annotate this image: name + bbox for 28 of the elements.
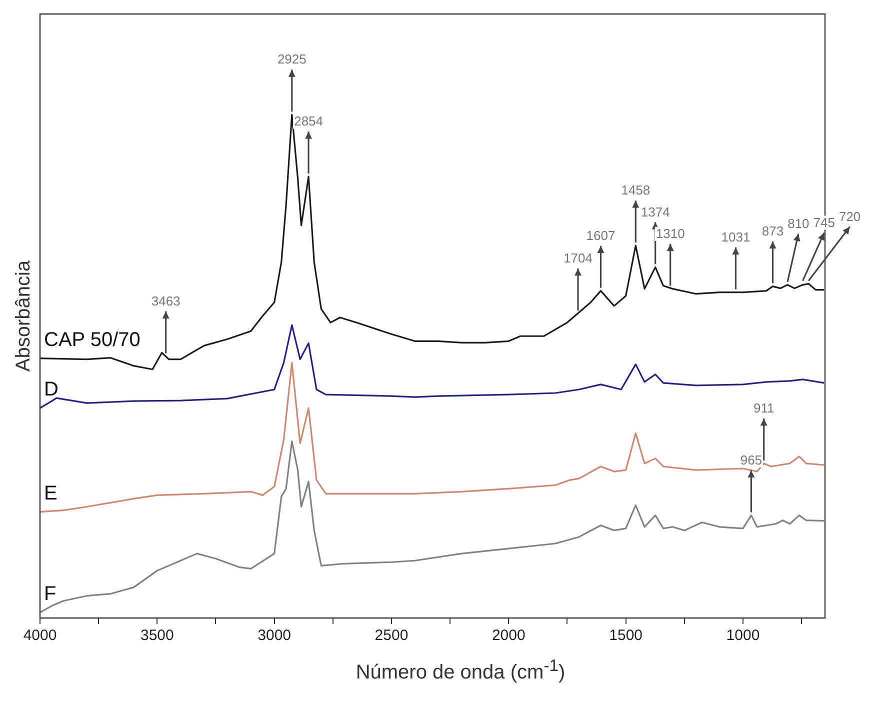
y-axis-title: Absorbância (12, 260, 35, 372)
series-label: D (44, 378, 58, 401)
annotation: 1607 (586, 228, 616, 243)
annotation: 873 (762, 223, 784, 238)
series-label: CAP 50/70 (44, 328, 140, 351)
x-tick-label: 2000 (492, 627, 526, 644)
x-tick-label: 3500 (140, 627, 174, 644)
annotation: 2854 (294, 114, 323, 129)
annotation: 911 (753, 400, 774, 416)
series-label: E (44, 482, 58, 504)
x-tick-label: 2500 (374, 627, 408, 644)
annotation: 1704 (564, 250, 592, 266)
annotation: 965 (740, 452, 762, 468)
series-label: F (44, 582, 56, 605)
x-axis-title: Número de onda (cm$^{-1}$) (354, 656, 566, 685)
annotation: 1031 (721, 229, 750, 244)
x-tick-label: 3000 (258, 627, 292, 644)
annotation: 720 (838, 208, 861, 224)
annotation: 1310 (656, 226, 685, 241)
x-tick-label: 1500 (609, 627, 643, 644)
annotation: 1458 (621, 182, 650, 198)
annotation: 1374 (640, 204, 670, 220)
x-tick-label: 4000 (23, 627, 57, 644)
annotation: 3463 (151, 293, 180, 308)
annotation: 810 (788, 216, 810, 231)
annotation: 745 (813, 214, 835, 230)
x-tick-label: 1000 (726, 627, 760, 644)
annotation: 2925 (277, 52, 306, 67)
